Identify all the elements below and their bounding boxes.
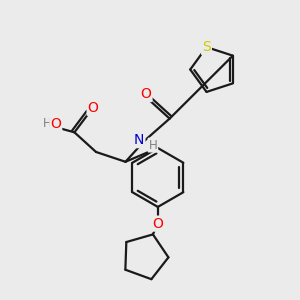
Text: S: S [202,40,211,54]
Text: H: H [148,139,157,152]
Text: O: O [50,118,61,131]
Text: N: N [134,133,144,147]
Text: H: H [43,117,51,130]
Text: O: O [88,101,98,115]
Text: O: O [152,217,163,231]
Text: O: O [141,87,152,101]
